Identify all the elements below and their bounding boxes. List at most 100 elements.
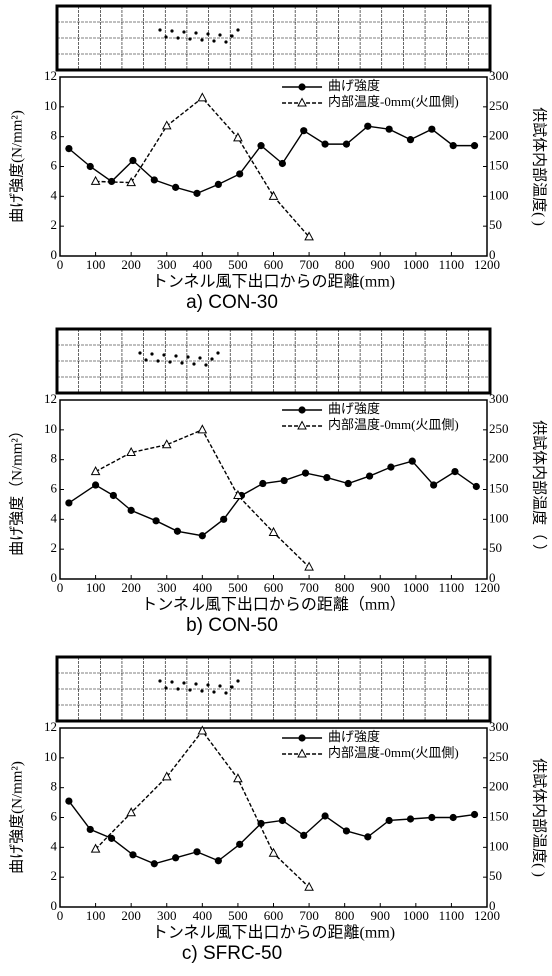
x-tick-label: 500 <box>228 908 248 923</box>
crack <box>176 36 179 39</box>
crack <box>230 685 233 688</box>
y-tick-label: 6 <box>51 157 58 172</box>
x-tick-label: 1200 <box>474 908 500 923</box>
point <box>199 532 206 539</box>
legend-marker <box>298 422 306 430</box>
y-axis-title: 曲げ強度(N/mm²) <box>8 110 25 223</box>
x-tick-label: 200 <box>121 580 141 595</box>
y2-tick-label: 300 <box>489 391 509 406</box>
legend-marker <box>298 99 306 107</box>
y2-tick-label: 50 <box>489 868 502 883</box>
y-axis-title: 曲げ強度(N/mm²) <box>8 761 25 874</box>
point <box>386 126 393 133</box>
x-tick-label: 700 <box>299 908 319 923</box>
crack <box>170 29 173 32</box>
legend-label: 曲げ強度 <box>328 78 380 93</box>
point <box>407 815 414 822</box>
x-tick-label: 500 <box>228 257 248 272</box>
y2-axis-title: 供試体内部温度( ) <box>531 107 548 226</box>
point <box>152 517 159 524</box>
x-tick-label: 600 <box>264 257 284 272</box>
legend-label: 曲げ強度 <box>328 729 380 744</box>
point <box>65 145 72 152</box>
crack <box>206 32 209 35</box>
y-tick-label: 8 <box>51 128 58 143</box>
point <box>110 492 117 499</box>
point <box>193 848 200 855</box>
caption: a) CON-30 <box>186 292 278 313</box>
x-tick-label: 1100 <box>439 908 465 923</box>
point <box>234 774 242 782</box>
x-tick-label: 500 <box>228 580 248 595</box>
x-tick-label: 800 <box>335 908 355 923</box>
point <box>430 481 437 488</box>
point <box>473 483 480 490</box>
crack <box>200 689 203 692</box>
series-line <box>96 98 310 237</box>
caption: b) CON-50 <box>186 615 278 636</box>
point <box>172 184 179 191</box>
x-tick-label: 200 <box>121 257 141 272</box>
point <box>220 516 227 523</box>
y2-tick-label: 50 <box>489 217 502 232</box>
crack <box>164 686 167 689</box>
x-tick-label: 200 <box>121 908 141 923</box>
point <box>387 464 394 471</box>
point <box>234 133 242 141</box>
y2-tick-label: 300 <box>489 68 509 83</box>
crack <box>224 691 227 694</box>
x-tick-label: 800 <box>335 257 355 272</box>
caption: c) SFRC-50 <box>182 943 282 964</box>
y2-tick-label: 100 <box>489 187 509 202</box>
point <box>305 883 313 891</box>
point <box>321 141 328 148</box>
x-tick-label: 400 <box>193 908 213 923</box>
x-tick-label: 700 <box>299 257 319 272</box>
x-axis-title: トンネル風下出口からの距離(mm) <box>152 924 395 942</box>
y2-tick-label: 100 <box>489 838 509 853</box>
crack <box>218 33 221 36</box>
point <box>343 141 350 148</box>
point <box>409 458 416 465</box>
point <box>129 851 136 858</box>
crack <box>138 351 141 354</box>
series-line <box>96 430 310 567</box>
legend-marker <box>298 734 305 741</box>
x-tick-label: 600 <box>264 580 284 595</box>
x-tick-label: 0 <box>57 257 64 272</box>
crack <box>168 360 171 363</box>
point <box>92 177 100 185</box>
crack <box>206 683 209 686</box>
point <box>198 425 206 433</box>
crack <box>210 357 213 360</box>
y-axis-title: 曲げ強度（N/mm²） <box>8 423 25 556</box>
x-tick-label: 900 <box>371 908 391 923</box>
point <box>279 817 286 824</box>
crack <box>192 362 195 365</box>
y-tick-label: 6 <box>51 480 58 495</box>
point <box>65 499 72 506</box>
x-tick-label: 400 <box>193 580 213 595</box>
y2-tick-label: 200 <box>489 128 509 143</box>
y2-tick-label: 200 <box>489 451 509 466</box>
y-tick-label: 4 <box>51 510 58 525</box>
crack <box>174 354 177 357</box>
point <box>407 136 414 143</box>
legend-marker <box>298 406 305 413</box>
point <box>364 123 371 130</box>
y-tick-label: 8 <box>51 451 58 466</box>
legend-marker <box>298 750 306 758</box>
y2-tick-label: 250 <box>489 98 509 113</box>
y2-tick-label: 50 <box>489 540 502 555</box>
point <box>198 93 206 101</box>
x-tick-label: 800 <box>335 580 355 595</box>
point <box>172 854 179 861</box>
point <box>471 811 478 818</box>
crack <box>150 352 153 355</box>
point <box>279 160 286 167</box>
point <box>471 142 478 149</box>
point <box>323 474 330 481</box>
crack <box>218 684 221 687</box>
x-axis-title: トンネル風下出口からの距離(mm) <box>152 273 395 291</box>
y2-tick-label: 150 <box>489 480 509 495</box>
